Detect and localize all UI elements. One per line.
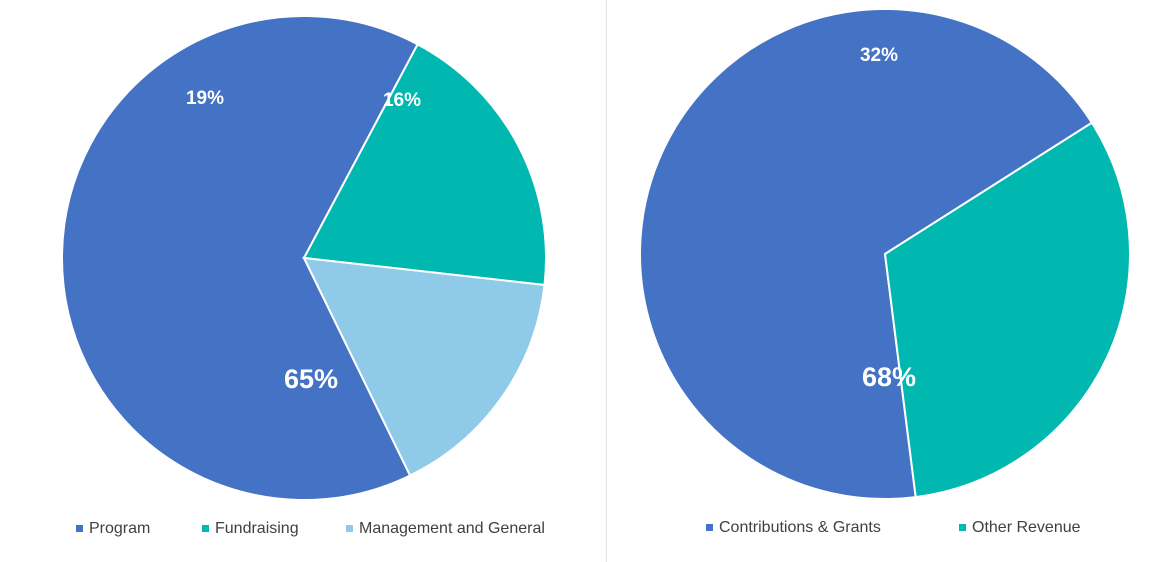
legend-label-other-revenue: Other Revenue xyxy=(972,519,1081,536)
data-label-program: 65% xyxy=(284,364,338,394)
legend-item-program: Program xyxy=(76,520,150,537)
legend-item-other-revenue: Other Revenue xyxy=(959,519,1081,536)
pie-slice-contributions-and-grants xyxy=(639,8,1094,500)
legend-label-fundraising: Fundraising xyxy=(215,520,299,537)
legend-swatch-management-and-general xyxy=(346,525,353,532)
pie-slice-other-revenue xyxy=(883,121,1131,499)
pie-chart-expenses: 65% 19% 16% Program Fundraising Management a… xyxy=(61,15,547,537)
data-label-other-revenue: 32% xyxy=(860,45,898,66)
data-label-contributions-and-grants: 68% xyxy=(862,362,916,392)
legend-swatch-fundraising xyxy=(202,525,209,532)
legend-item-management-and-general: Management and General xyxy=(346,520,545,537)
pie-slice-management-and-general xyxy=(302,256,546,477)
pie-chart-revenue: 68% 32% Contributions & Grants Other Reven… xyxy=(639,8,1131,536)
pie-slice-fundraising xyxy=(302,42,547,287)
legend-swatch-other-revenue xyxy=(959,524,966,531)
panel-divider xyxy=(606,0,607,562)
data-label-fundraising: 19% xyxy=(186,88,224,109)
legend-item-contributions-and-grants: Contributions & Grants xyxy=(706,519,881,536)
pie-slice-program xyxy=(61,15,419,501)
legend-item-fundraising: Fundraising xyxy=(202,520,299,537)
legend-label-contributions-and-grants: Contributions & Grants xyxy=(719,519,881,536)
legend-label-management-and-general: Management and General xyxy=(359,520,545,537)
legend-label-program: Program xyxy=(89,520,150,537)
legend-swatch-program xyxy=(76,525,83,532)
data-label-management-and-general: 16% xyxy=(383,90,421,111)
legend-swatch-contributions-and-grants xyxy=(706,524,713,531)
